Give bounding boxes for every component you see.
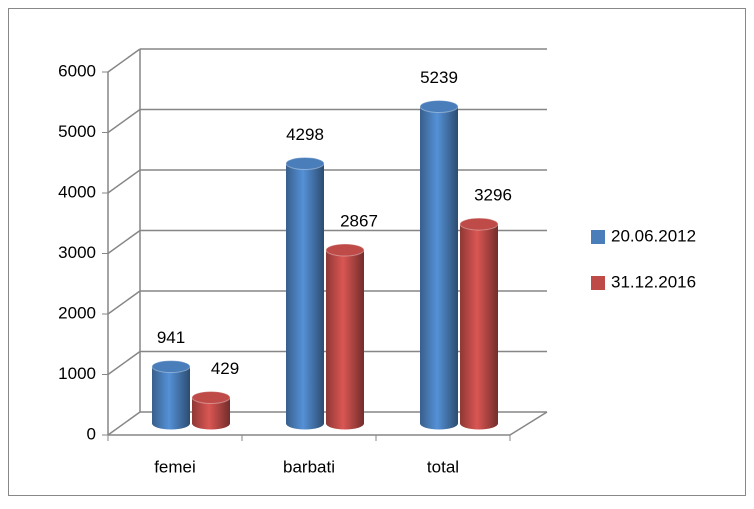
bar-top <box>191 391 231 405</box>
grid-line-side <box>107 290 141 315</box>
y-tick-label: 3000 <box>58 243 96 262</box>
x-tick-label: femei <box>154 457 196 476</box>
grid-line-side <box>107 48 141 73</box>
bar-top <box>325 243 365 257</box>
grid-line-side <box>107 350 141 376</box>
bar <box>152 366 190 430</box>
y-tick-label: 6000 <box>58 61 96 80</box>
bar <box>326 250 364 430</box>
bar <box>420 106 458 430</box>
legend-label: 31.12.2016 <box>611 272 696 291</box>
y-tick-label: 2000 <box>58 303 96 322</box>
bar <box>460 224 498 430</box>
value-label: 5239 <box>420 68 458 87</box>
grid-line-side <box>107 229 141 255</box>
bar-top <box>151 360 191 374</box>
legend-label: 20.06.2012 <box>611 226 696 245</box>
bar-top <box>285 156 325 170</box>
floor-edge <box>509 411 548 436</box>
legend-swatch <box>591 276 605 290</box>
bar-top <box>459 217 499 231</box>
chart-border <box>8 8 746 496</box>
x-tick-label: barbati <box>283 457 335 476</box>
value-label: 2867 <box>340 212 378 231</box>
value-label: 429 <box>211 359 239 378</box>
y-tick-label: 0 <box>87 424 96 443</box>
value-label: 941 <box>157 328 185 347</box>
bar-top <box>419 100 459 114</box>
value-label: 3296 <box>474 186 512 205</box>
value-label: 4298 <box>286 125 324 144</box>
bar <box>286 163 324 430</box>
y-tick-label: 5000 <box>58 122 96 141</box>
grid-line-side <box>107 169 141 194</box>
grid-line-side <box>107 108 141 134</box>
grid-line-side <box>107 411 141 436</box>
legend-swatch <box>591 230 605 244</box>
y-tick-label: 4000 <box>58 182 96 201</box>
x-tick-label: total <box>427 457 459 476</box>
y-tick-label: 1000 <box>58 364 96 383</box>
bar <box>192 397 230 430</box>
